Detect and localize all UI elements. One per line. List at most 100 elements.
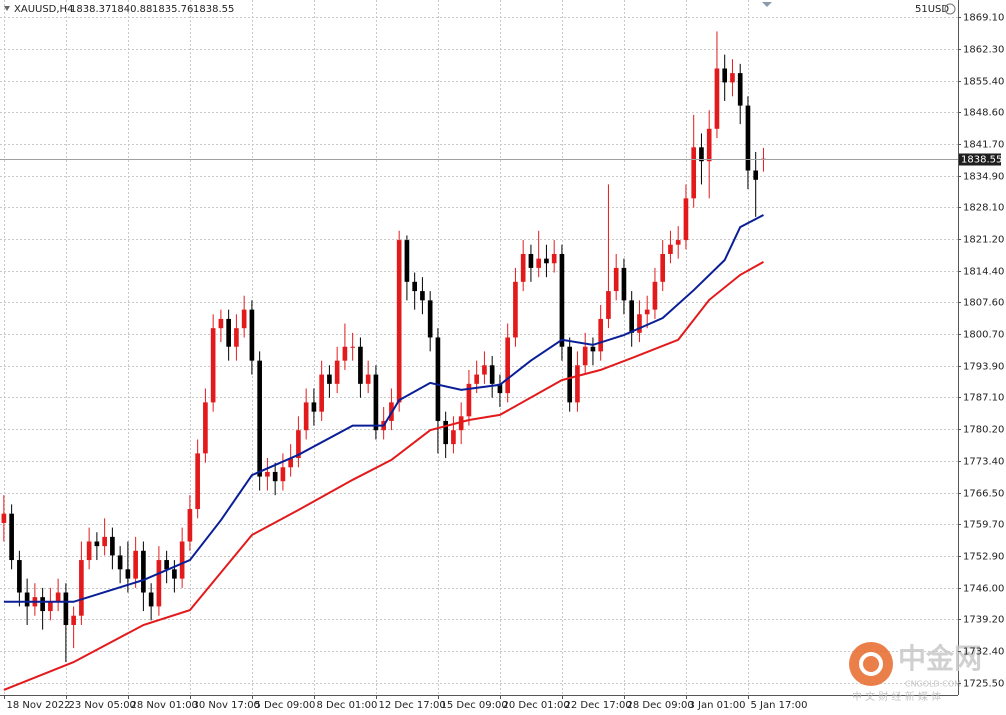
- y-tick-label: 1841.70: [963, 140, 1004, 151]
- candle-body: [753, 170, 759, 180]
- x-tick-label: 15 Dec 09:00: [441, 700, 508, 711]
- candle-body: [303, 402, 309, 431]
- candle-body: [71, 615, 76, 625]
- candle-body: [474, 374, 479, 384]
- candle-body: [203, 402, 208, 454]
- candle-body: [722, 68, 728, 83]
- y-tick-label: 1834.90: [963, 172, 1004, 183]
- watermark-slogan: 中 文 财 经 新 媒 体: [852, 690, 941, 703]
- y-tick-label: 1773.40: [963, 457, 1004, 468]
- y-tick-label: 1780.20: [963, 425, 1004, 436]
- shift-marker: [762, 2, 772, 7]
- candle-body: [505, 337, 511, 394]
- x-tick-label: 18 Nov 2022: [7, 700, 71, 711]
- candle-body: [148, 592, 154, 607]
- candle-body: [226, 318, 231, 347]
- candle-body: [79, 560, 84, 616]
- candle-body: [156, 560, 162, 607]
- candle-body: [110, 536, 115, 556]
- candle-body: [575, 365, 580, 403]
- watermark-site: CNGOLD.COM: [905, 680, 961, 689]
- candle-body: [590, 346, 596, 352]
- header: XAUUSD,H4 1838.37 1840.88 1835.76 1838.5…: [4, 3, 956, 15]
- candle-body: [412, 281, 417, 292]
- candle-body: [86, 541, 92, 561]
- x-tick-label: 22 Dec 17:00: [565, 700, 632, 711]
- candle-body: [567, 346, 573, 403]
- candle-body: [63, 592, 69, 625]
- candle-body: [94, 541, 100, 547]
- candle-body: [311, 402, 317, 412]
- y-tick-label: 1855.40: [963, 77, 1004, 88]
- y-tick-label: 1725.50: [963, 679, 1004, 690]
- candle-body: [133, 550, 138, 579]
- candle-body: [536, 258, 542, 268]
- candle-body: [288, 458, 293, 468]
- candle-body: [458, 416, 464, 431]
- x-tick-label: 28 Dec 09:00: [627, 700, 694, 711]
- candle-body: [482, 365, 487, 375]
- candle-body: [373, 374, 379, 431]
- y-tick-label: 1862.30: [963, 45, 1004, 56]
- candle-body: [443, 420, 448, 445]
- candle-body: [683, 198, 689, 241]
- candle-body: [691, 147, 697, 199]
- account-label: 51USD: [915, 4, 949, 15]
- y-tick-label: 1746.00: [963, 584, 1004, 595]
- candle-body: [737, 73, 743, 106]
- x-tick-label: 20 Dec 01:00: [503, 700, 570, 711]
- candle-body: [730, 73, 735, 83]
- x-tick-label: 30 Nov 17:00: [193, 700, 260, 711]
- x-tick-label: 5 Dec 09:00: [255, 700, 316, 711]
- current-price-box: [959, 153, 1001, 166]
- candle-body: [249, 309, 255, 361]
- candle-body: [427, 300, 433, 338]
- x-tick-label: 12 Dec 17:00: [379, 700, 446, 711]
- candle-body: [272, 471, 278, 482]
- candle-body: [451, 430, 456, 445]
- candle-body: [334, 360, 340, 384]
- moving-average: [3, 214, 764, 603]
- y-tick-label: 1814.40: [963, 267, 1004, 278]
- candle-body: [218, 318, 224, 329]
- candle-body: [172, 569, 177, 579]
- x-tick-label: 28 Nov 01:00: [131, 700, 198, 711]
- y-tick-label: 1732.40: [963, 647, 1004, 658]
- candle-body: [195, 453, 200, 510]
- y-tick-label: 1787.10: [963, 393, 1004, 404]
- candle-body: [520, 253, 526, 282]
- close-button[interactable]: [944, 3, 956, 15]
- candle-body: [187, 509, 193, 542]
- moving-average: [3, 261, 764, 691]
- y-tick-label: 1869.10: [963, 13, 1004, 24]
- candle-body: [342, 346, 348, 361]
- candle-body: [234, 328, 239, 347]
- candle-body: [117, 555, 123, 570]
- ohlc-high: 1840.88: [111, 4, 152, 15]
- candle-body: [55, 592, 61, 602]
- candle-body: [9, 513, 14, 561]
- candle-body: [358, 346, 363, 384]
- candle-body: [241, 309, 247, 329]
- candle-body: [319, 374, 324, 412]
- candle-body: [660, 253, 666, 282]
- y-tick-label: 1807.60: [963, 298, 1004, 309]
- x-tick-label: 8 Dec 01:00: [317, 700, 378, 711]
- candle-body: [1, 513, 7, 523]
- y-tick-label: 1739.20: [963, 615, 1004, 626]
- candle-body: [296, 430, 301, 459]
- candle-body: [404, 240, 410, 282]
- candle-body: [141, 550, 146, 593]
- candle-body: [396, 240, 402, 403]
- y-tick-label: 1766.50: [963, 489, 1004, 500]
- candle-body: [350, 346, 355, 348]
- candle-body: [629, 300, 635, 333]
- candle-body: [102, 536, 107, 547]
- candle-body: [435, 337, 441, 421]
- candle-body: [644, 309, 650, 315]
- candle-body: [598, 318, 604, 352]
- candle-body: [164, 560, 169, 570]
- candle-body: [668, 244, 673, 254]
- watermark: 中金网 CNGOLD.COM 中 文 财 经 新 媒 体: [849, 642, 982, 703]
